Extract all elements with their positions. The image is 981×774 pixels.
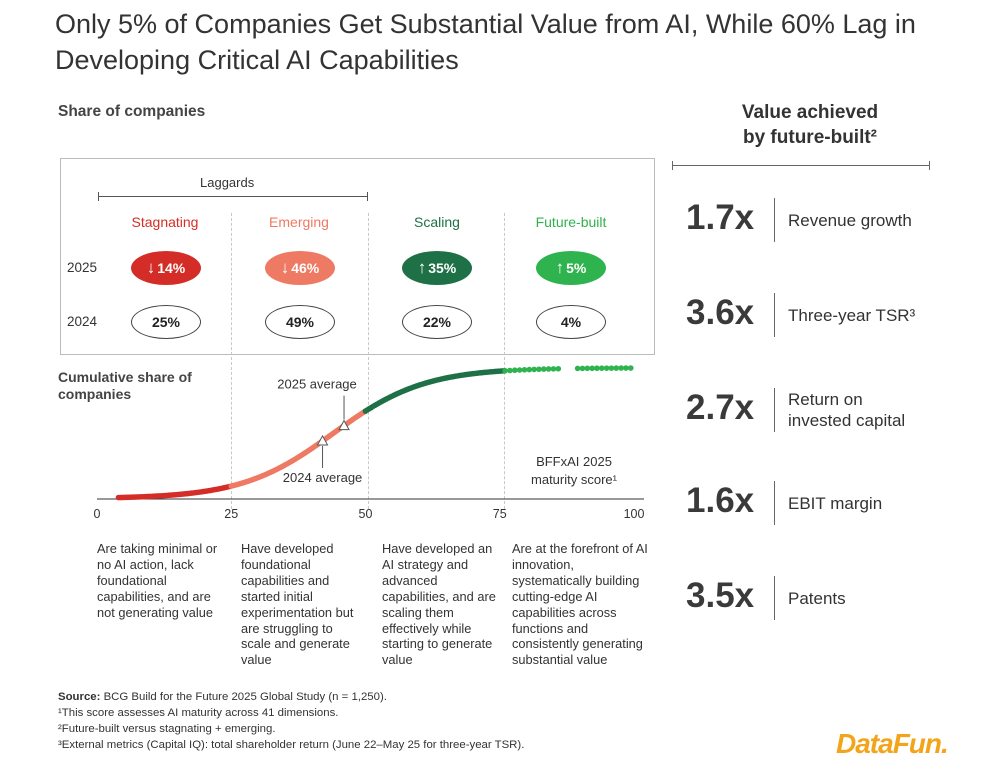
data-point (526, 366, 533, 373)
metric-label-roic: Return on invested capital (788, 390, 906, 430)
data-point (521, 366, 528, 373)
pill-2024-scaling: 22% (402, 305, 472, 339)
category-future-built: Future-built (535, 214, 607, 230)
desc-stagnating: Are taking minimal or no AI action, lack… (97, 541, 218, 620)
metric-label-ebit: EBIT margin (788, 494, 883, 513)
footnote-2: ²Future-built versus stagnating + emergi… (58, 723, 276, 735)
year-2025: 2025 (67, 260, 98, 275)
pill-2024-future-built: 4% (536, 305, 606, 339)
desc-future-built: Are at the forefront of AI innovation, s… (512, 541, 648, 668)
data-point (613, 365, 620, 371)
metric-divider (774, 198, 775, 242)
metric-value-roic: 2.7x (686, 388, 755, 427)
metric-divider (774, 293, 775, 337)
arrow-down-icon: ↓ (146, 258, 156, 277)
data-point (502, 367, 508, 374)
share-label: Share of companies (58, 103, 206, 120)
data-point (598, 365, 605, 371)
data-point (594, 365, 600, 372)
pill-2024-emerging: 49% (265, 305, 335, 339)
x-tick-label: 25 (224, 507, 238, 521)
data-point (516, 367, 523, 373)
footnote-3: ³External metrics (Capital IQ): total sh… (58, 739, 525, 751)
data-point (540, 366, 547, 372)
metric-label-tsr: Three-year TSR³ (788, 306, 916, 325)
data-point (623, 365, 629, 371)
category-scaling: Scaling (414, 214, 460, 230)
metric-value-revenue: 1.7x (686, 198, 755, 237)
footnote-1: ¹This score assesses AI maturity across … (58, 707, 339, 719)
arrow-up-icon: ↑ (417, 258, 427, 277)
metric-divider (774, 481, 775, 525)
cumulative-chart: 0 25 50 75 100 BFFxAI 2025 maturity score¹ 202… (94, 365, 645, 521)
page-title: Only 5% of Companies Get Substantial Val… (55, 9, 916, 75)
data-point (627, 365, 634, 371)
laggards-bracket (98, 192, 368, 201)
desc-scaling: Have developed an AI strategy and advanc… (382, 541, 496, 668)
pill-2025-future-built: ↑ 5% (536, 251, 606, 285)
x-tick-label: 0 (94, 507, 101, 521)
desc-emerging: Have developed foundational capabilities… (241, 541, 354, 668)
triangle-marker-icon (338, 419, 350, 431)
category-stagnating: Stagnating (131, 214, 199, 230)
data-point (550, 366, 557, 372)
datafun-logo: DataFun. (836, 728, 949, 759)
metric-value-ebit: 1.6x (686, 481, 755, 520)
arrow-up-icon: ↑ (555, 258, 565, 277)
category-emerging: Emerging (269, 214, 329, 230)
x-axis-label: maturity score¹ (531, 472, 618, 487)
share-table-box (60, 158, 655, 355)
pill-2024-stagnating: 25% (131, 305, 201, 339)
data-point (584, 365, 591, 372)
data-point (511, 367, 518, 374)
triangle-marker-icon (316, 434, 329, 446)
data-point (536, 366, 542, 373)
data-point (608, 365, 615, 371)
data-point (531, 366, 537, 373)
data-point (555, 365, 562, 372)
data-point (589, 365, 595, 372)
x-axis-label: BFFxAI 2025 (536, 454, 612, 469)
value-bracket (672, 161, 930, 170)
data-point (574, 365, 581, 372)
metric-divider (774, 576, 775, 620)
x-tick-label: 50 (359, 507, 373, 521)
annotation-2025-average: 2025 average (277, 377, 357, 392)
metric-value-patents: 3.5x (686, 576, 755, 615)
divider-75 (504, 213, 505, 509)
x-tick-label: 100 (624, 507, 645, 521)
data-point (618, 365, 624, 371)
x-tick-label: 75 (493, 507, 507, 521)
arrow-down-icon: ↓ (280, 258, 290, 277)
pill-2025-stagnating: ↓ 14% (131, 251, 201, 285)
cumulative-label: Cumulative share of companies (58, 369, 192, 402)
metric-divider (774, 388, 775, 432)
data-point (579, 365, 586, 372)
data-point (603, 365, 610, 371)
year-2024: 2024 (67, 314, 98, 329)
data-point (507, 367, 513, 374)
annotation-2024-average: 2024 average (283, 470, 363, 485)
metric-value-tsr: 3.6x (686, 293, 755, 332)
metric-label-revenue: Revenue growth (788, 211, 912, 230)
metric-label-patents: Patents (788, 589, 846, 608)
laggards-label: Laggards (200, 175, 255, 190)
pill-2025-emerging: ↓ 46% (265, 251, 335, 285)
data-point (545, 366, 552, 372)
source-note: Source: BCG Build for the Future 2025 Gl… (58, 691, 387, 703)
pill-2025-scaling: ↑ 35% (402, 251, 472, 285)
divider-25 (231, 213, 232, 509)
divider-50 (368, 213, 369, 509)
value-title: Value achieved by future-built² (741, 102, 879, 148)
